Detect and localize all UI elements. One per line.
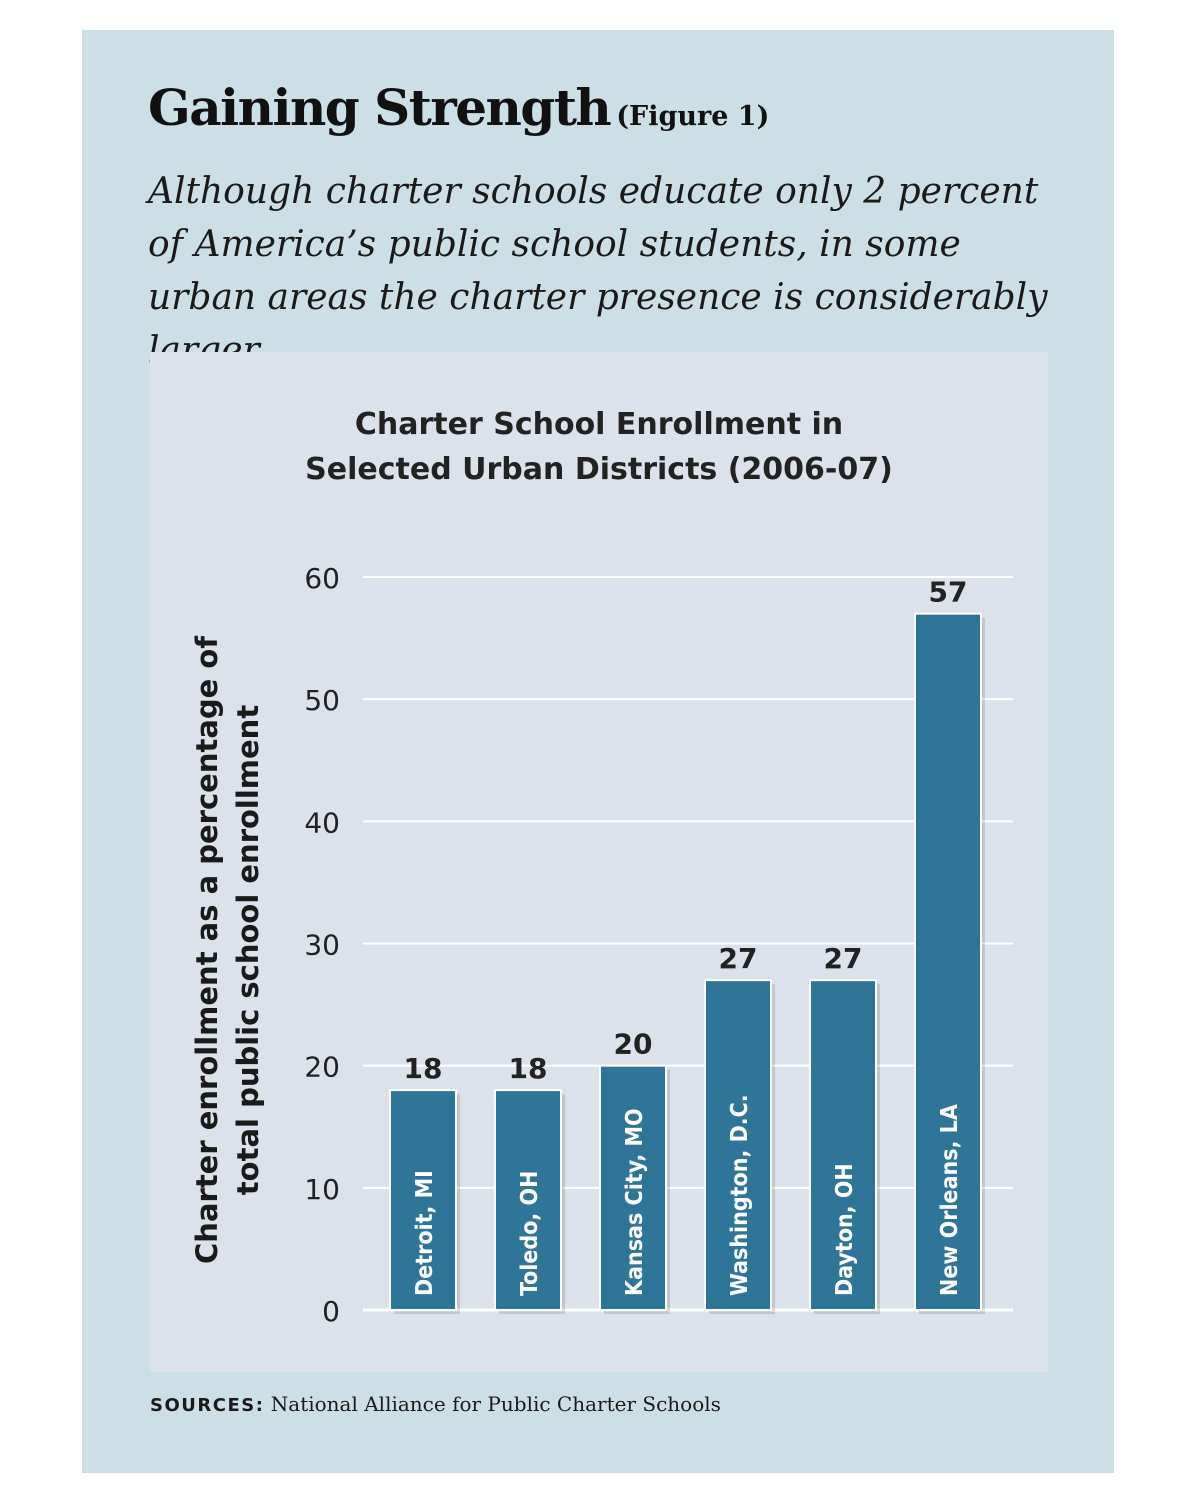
- bar: [704, 979, 772, 1312]
- y-axis-label: Charter enrollment as a percentage of tot…: [190, 636, 265, 1264]
- bar-category-label: Kansas City, MO: [622, 1108, 648, 1296]
- y-tick-label: 30: [304, 929, 340, 962]
- bar-chart: Charter School Enrollment in Selected Urb…: [190, 407, 1013, 1328]
- chart-area: Charter School Enrollment in Selected Urb…: [150, 352, 1048, 1372]
- y-axis-label-line: Charter enrollment as a percentage of: [190, 636, 224, 1264]
- bar-value-label: 57: [929, 576, 968, 609]
- bar: [599, 1064, 667, 1312]
- y-tick-label: 20: [304, 1051, 340, 1084]
- bar-value-label: 18: [509, 1052, 548, 1085]
- bar-category-label: New Orleans, LA: [937, 1104, 963, 1296]
- bar: [809, 979, 877, 1312]
- y-tick-label: 0: [322, 1295, 340, 1328]
- y-axis-label-line: total public school enrollment: [231, 705, 265, 1196]
- bar: [494, 1089, 562, 1311]
- heading-title: Gaining Strength: [148, 78, 612, 137]
- bar-category-label: Washington, D.C.: [727, 1094, 753, 1296]
- figure-label: (Figure 1): [616, 101, 770, 132]
- bar-category-label: Toledo, OH: [517, 1171, 543, 1296]
- bar-value-label: 27: [719, 942, 758, 975]
- sources-line: SOURCES: National Alliance for Public Ch…: [150, 1392, 721, 1416]
- bar-value-label: 27: [824, 942, 863, 975]
- bar: [914, 612, 982, 1311]
- bar-category-label: Detroit, MI: [412, 1170, 438, 1296]
- chart-title-line: Charter School Enrollment in: [355, 407, 843, 442]
- figure-subtitle: Although charter schools educate only 2 …: [148, 171, 1048, 371]
- y-tick-label: 50: [304, 684, 340, 717]
- y-tick-label: 10: [304, 1173, 340, 1206]
- sources-text: National Alliance for Public Charter Sch…: [270, 1392, 721, 1416]
- sources-label: SOURCES:: [150, 1395, 265, 1416]
- chart-title-line: Selected Urban Districts (2006-07): [305, 452, 893, 487]
- figure-heading: Gaining Strength (Figure 1): [148, 78, 769, 137]
- bar-value-label: 20: [614, 1028, 653, 1061]
- bar: [389, 1089, 457, 1311]
- y-tick-label: 40: [304, 806, 340, 839]
- y-tick-label: 60: [304, 562, 340, 595]
- bar-category-label: Dayton, OH: [832, 1163, 858, 1296]
- bar-value-label: 18: [404, 1052, 443, 1085]
